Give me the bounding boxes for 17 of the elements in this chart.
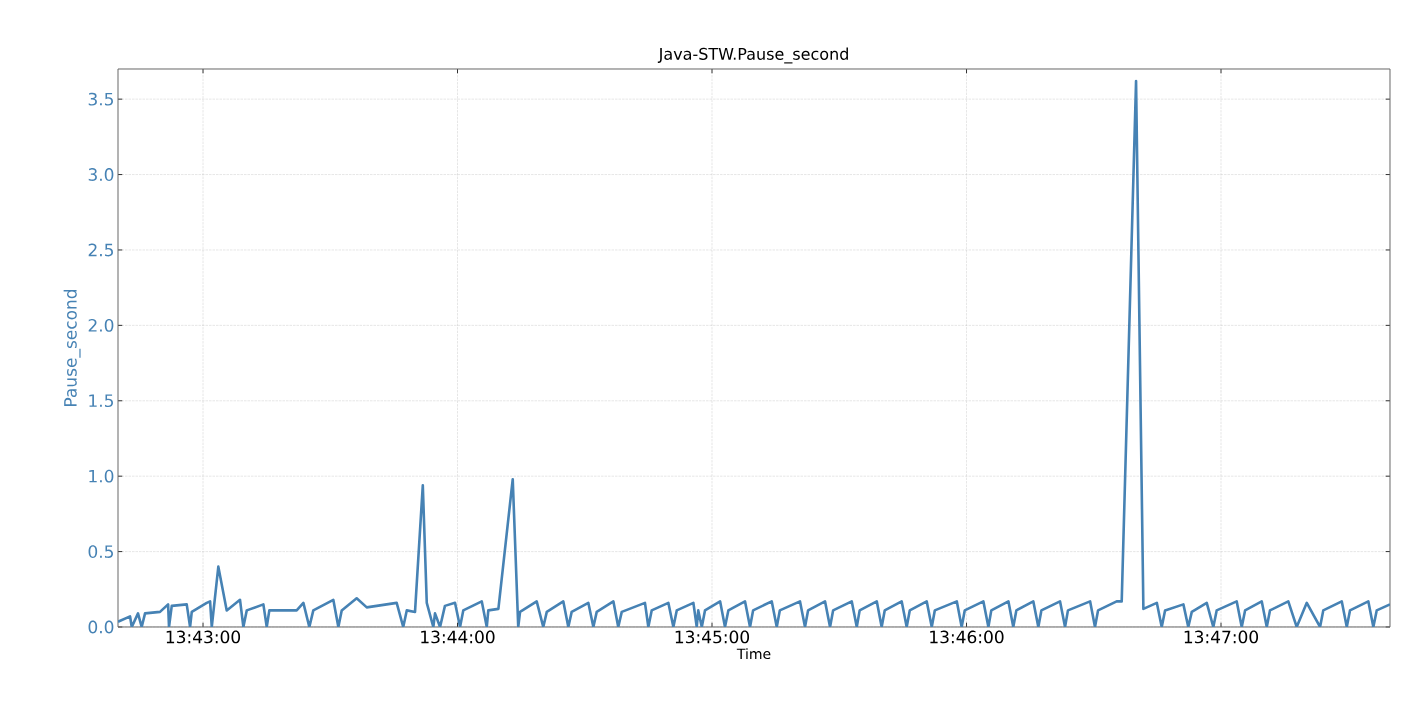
- x-axis-title: Time: [736, 648, 771, 660]
- x-tick-label: 13:44:00: [421, 630, 495, 644]
- x-tick-label: 13:46:00: [930, 630, 1004, 644]
- y-tick-label: 1.0: [89, 469, 114, 483]
- y-tick-label: 2.0: [88, 318, 114, 332]
- y-tick-label: 1.5: [89, 394, 113, 408]
- y-tick-label: 2.5: [88, 243, 113, 257]
- line-series: [118, 79, 1390, 627]
- y-tick-label: 3.5: [88, 92, 113, 106]
- y-tick-label: 0.0: [88, 620, 114, 634]
- y-tick-label: 0.5: [88, 545, 113, 558]
- x-tick-label: 13:43:00: [166, 630, 241, 644]
- chart-title: Java-STW.Pause_second: [657, 47, 848, 64]
- y-tick-label: 3.0: [88, 168, 114, 181]
- x-tick-label: 13:47:00: [1184, 630, 1259, 644]
- x-tick-label: 13:45:00: [675, 630, 750, 644]
- y-axis-title: Pause_second: [63, 289, 81, 406]
